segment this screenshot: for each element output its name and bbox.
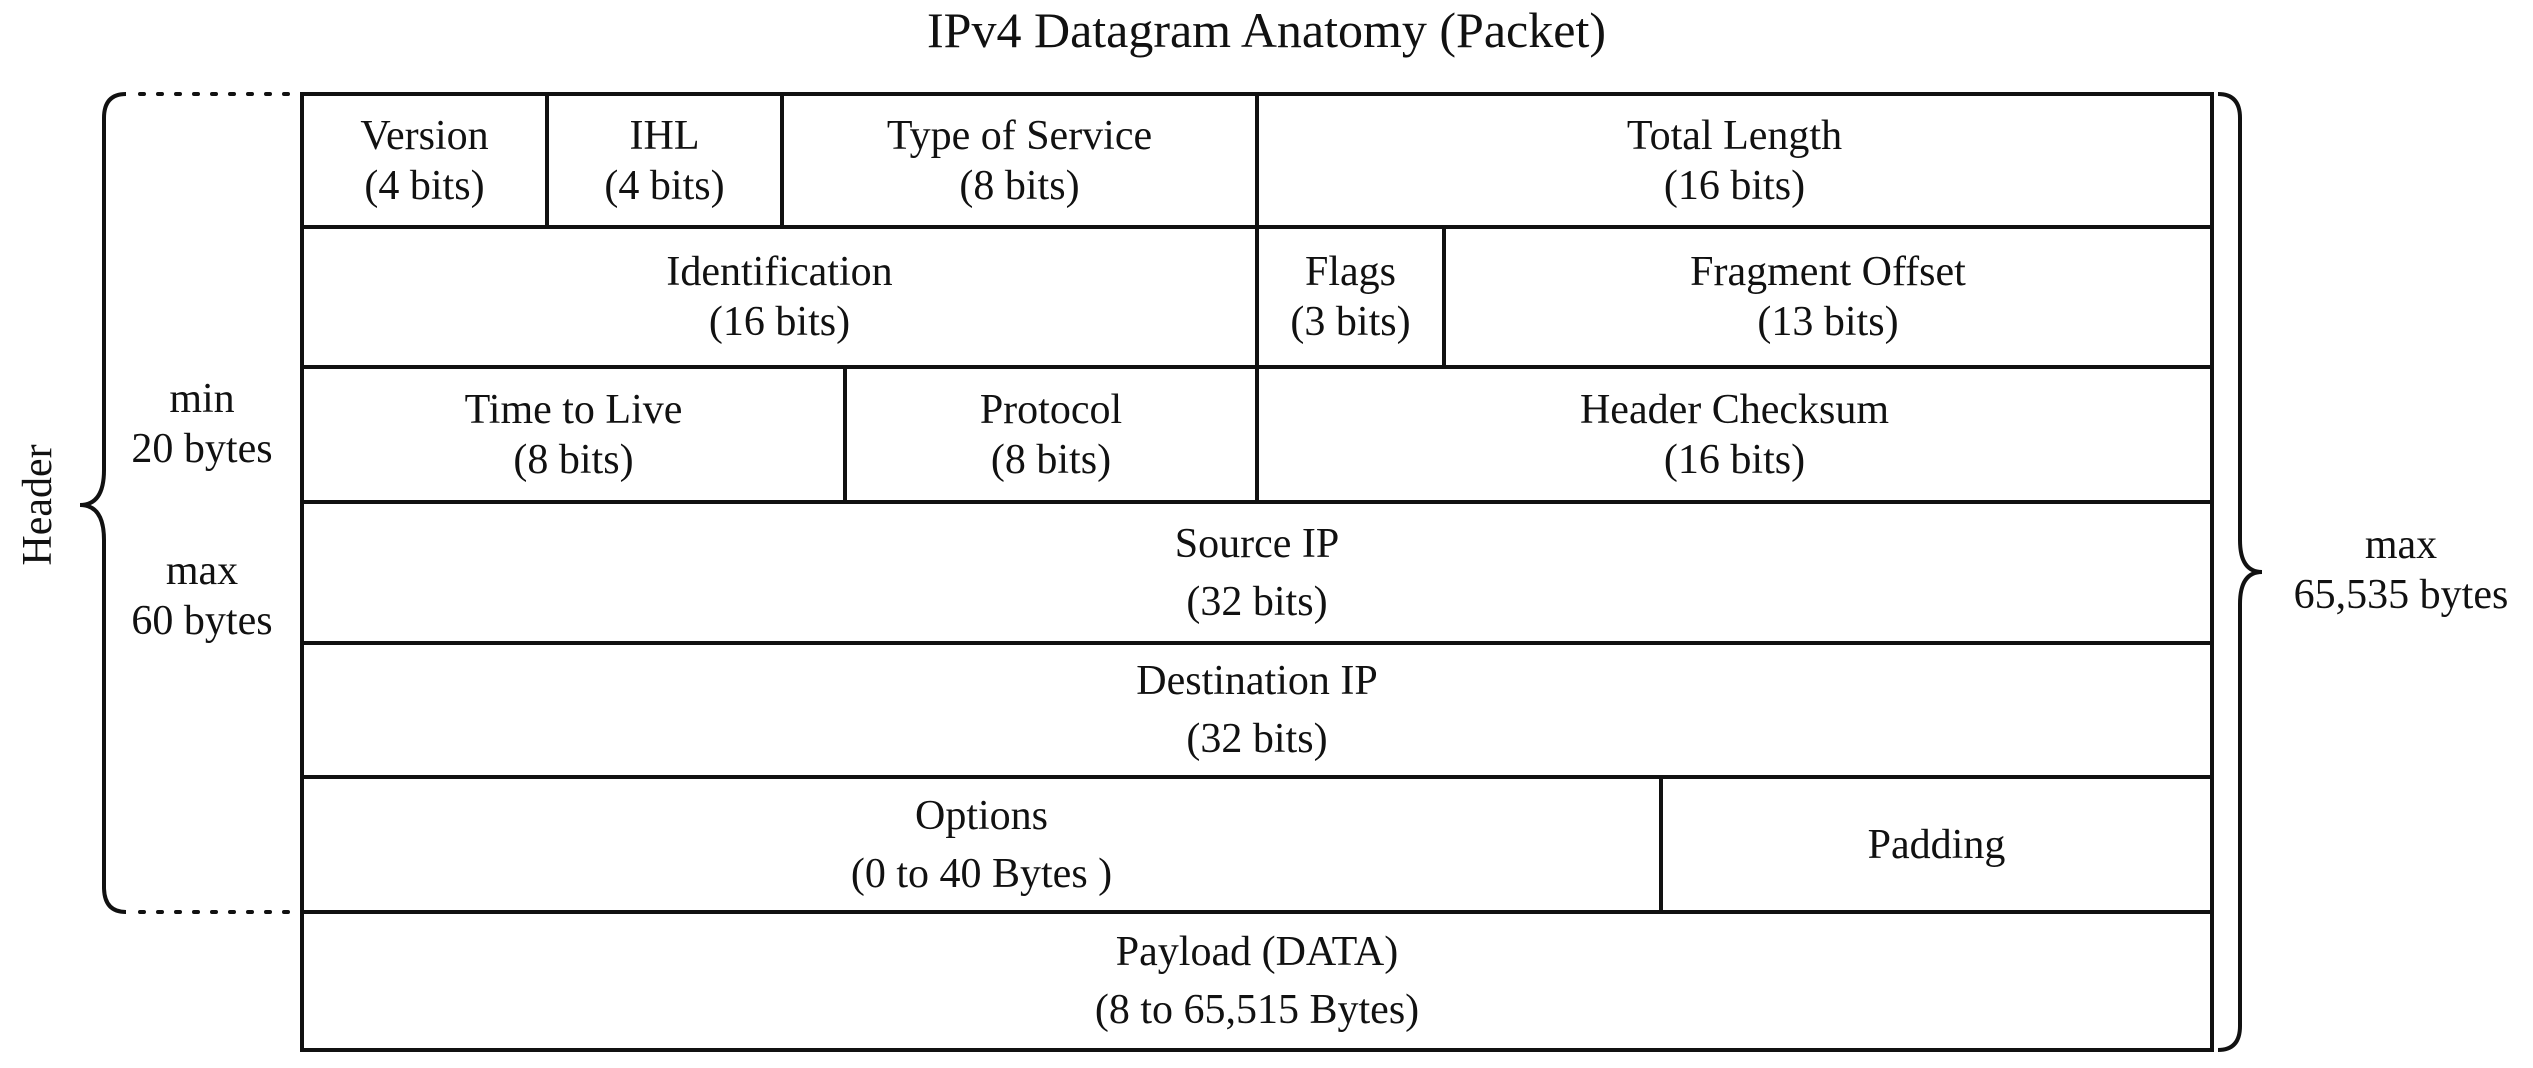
field-fragment-offset-name: Fragment Offset xyxy=(1690,249,1966,295)
field-ihl: IHL (4 bits) xyxy=(547,94,782,227)
field-header-checksum-name: Header Checksum xyxy=(1579,386,1890,433)
field-padding-name: Padding xyxy=(1867,821,2006,868)
header-max-line2: 60 bytes xyxy=(131,598,273,644)
field-identification-size: (16 bits) xyxy=(708,299,851,345)
field-type-of-service: Type of Service (8 bits) xyxy=(782,94,1257,227)
header-min-line1: min xyxy=(169,376,235,422)
packet-max-line1: max xyxy=(2364,522,2438,568)
field-payload-name: Payload (DATA) xyxy=(1115,929,1399,975)
field-destination-ip-name: Destination IP xyxy=(1136,658,1378,704)
field-type-of-service-name: Type of Service xyxy=(886,112,1153,159)
field-flags-size: (3 bits) xyxy=(1290,299,1411,345)
field-time-to-live: Time to Live (8 bits) xyxy=(302,367,845,502)
field-protocol-name: Protocol xyxy=(979,386,1123,433)
header-label: Header xyxy=(15,444,61,566)
field-flags-name: Flags xyxy=(1304,249,1396,295)
field-time-to-live-size: (8 bits) xyxy=(513,436,634,483)
field-destination-ip: Destination IP (32 bits) xyxy=(302,643,2212,777)
packet-max-line2: 65,535 bytes xyxy=(2293,572,2509,618)
field-source-ip: Source IP (32 bits) xyxy=(302,502,2212,643)
field-version-name: Version xyxy=(360,112,489,159)
field-time-to-live-name: Time to Live xyxy=(464,386,683,433)
field-ihl-name: IHL xyxy=(629,112,700,159)
field-source-ip-name: Source IP xyxy=(1174,520,1340,567)
field-identification: Identification (16 bits) xyxy=(302,227,1257,367)
header-brace xyxy=(79,92,127,914)
field-type-of-service-size: (8 bits) xyxy=(959,162,1080,209)
header-min-size: min 20 bytes xyxy=(112,374,292,474)
field-protocol: Protocol (8 bits) xyxy=(845,367,1257,502)
diagram-title: IPv4 Datagram Anatomy (Packet) xyxy=(927,2,1606,58)
field-fragment-offset: Fragment Offset (13 bits) xyxy=(1444,227,2212,367)
header-max-size: max 60 bytes xyxy=(112,546,292,646)
field-ihl-size: (4 bits) xyxy=(604,162,725,209)
field-payload: Payload (DATA) (8 to 65,515 Bytes) xyxy=(302,912,2212,1050)
field-fragment-offset-size: (13 bits) xyxy=(1757,299,1899,345)
field-source-ip-size: (32 bits) xyxy=(1186,578,1328,625)
packet-brace xyxy=(2217,92,2263,1052)
field-total-length: Total Length (16 bits) xyxy=(1257,94,2212,227)
field-identification-name: Identification xyxy=(666,249,893,295)
field-options-size: (0 to 40 Bytes ) xyxy=(850,850,1113,897)
field-version: Version (4 bits) xyxy=(302,94,547,227)
field-options-name: Options xyxy=(914,792,1048,839)
header-min-line2: 20 bytes xyxy=(131,426,273,472)
header-max-line1: max xyxy=(165,548,239,594)
field-header-checksum-size: (16 bits) xyxy=(1663,436,1806,483)
field-options: Options (0 to 40 Bytes ) xyxy=(302,777,1661,912)
field-payload-size: (8 to 65,515 Bytes) xyxy=(1094,987,1420,1033)
field-flags: Flags (3 bits) xyxy=(1257,227,1444,367)
field-padding: Padding xyxy=(1661,777,2212,912)
field-version-size: (4 bits) xyxy=(364,162,485,209)
packet-max-size: max 65,535 bytes xyxy=(2276,520,2526,620)
field-header-checksum: Header Checksum (16 bits) xyxy=(1257,367,2212,502)
field-total-length-size: (16 bits) xyxy=(1663,162,1806,209)
field-destination-ip-size: (32 bits) xyxy=(1186,716,1328,762)
field-total-length-name: Total Length xyxy=(1626,112,1843,159)
field-protocol-size: (8 bits) xyxy=(990,436,1112,483)
